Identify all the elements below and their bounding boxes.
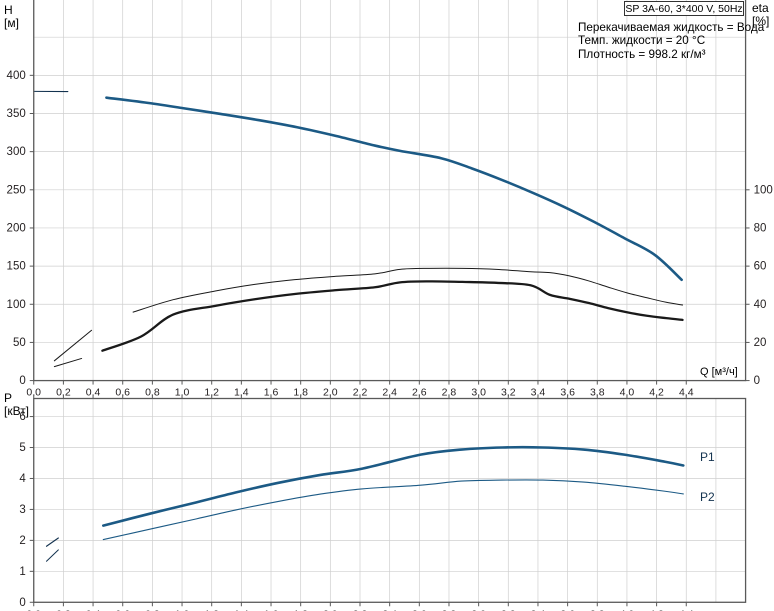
svg-text:80: 80	[754, 222, 767, 234]
svg-text:60: 60	[754, 261, 767, 273]
svg-text:100: 100	[754, 184, 773, 196]
svg-text:100: 100	[7, 299, 26, 311]
svg-text:40: 40	[754, 299, 767, 311]
svg-text:250: 250	[7, 184, 26, 196]
svg-text:20: 20	[754, 337, 767, 349]
svg-text:3: 3	[19, 504, 25, 516]
svg-text:50: 50	[13, 337, 26, 349]
svg-text:150: 150	[7, 261, 26, 273]
svg-text:1: 1	[19, 566, 25, 578]
svg-text:0: 0	[19, 375, 25, 387]
svg-text:4: 4	[19, 473, 26, 485]
svg-text:2: 2	[19, 535, 25, 547]
svg-text:300: 300	[7, 146, 26, 158]
svg-text:350: 350	[7, 108, 26, 120]
svg-text:400: 400	[7, 70, 26, 82]
svg-text:5: 5	[19, 442, 25, 454]
svg-text:0: 0	[754, 375, 760, 387]
svg-text:0: 0	[19, 597, 25, 609]
svg-text:200: 200	[7, 222, 26, 234]
